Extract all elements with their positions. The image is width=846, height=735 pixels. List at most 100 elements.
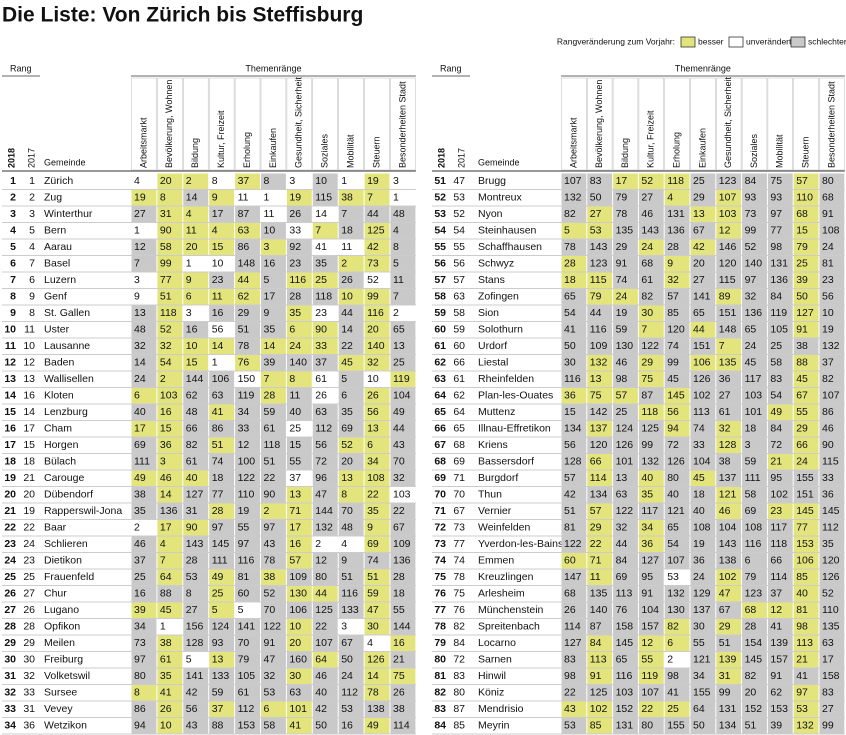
rank-cell [587, 602, 613, 618]
rank-cell [235, 256, 260, 272]
rank-2017: 21 [23, 472, 35, 484]
rank-cell [742, 190, 767, 206]
rank-value: 120 [667, 324, 685, 336]
rank-value: 1 [393, 192, 399, 204]
rank-2017: 77 [453, 538, 465, 550]
municipality: Illnau-Effretikon [478, 423, 551, 435]
rank-value: 35 [289, 307, 301, 319]
rank-cell [561, 553, 587, 569]
rank-value: 107 [564, 175, 582, 187]
rank-cell [742, 223, 767, 239]
rank-cell [664, 586, 690, 602]
rank-value: 85 [667, 307, 679, 319]
rank-value: 3 [186, 307, 192, 319]
rank-value: 22 [341, 340, 353, 352]
rank-value: 33 [289, 225, 301, 237]
rank-cell [793, 569, 819, 585]
rank-value: 90 [186, 522, 198, 534]
municipality: Vernier [478, 505, 512, 517]
rank-cell [338, 305, 364, 321]
rank-2018: 64 [434, 390, 446, 402]
rank-cell [364, 173, 390, 189]
rank-cell [819, 569, 845, 585]
rank-cell [261, 652, 286, 668]
rank-value: 22 [641, 703, 653, 715]
rank-value: 81 [564, 522, 576, 534]
rank-cell [561, 190, 587, 206]
rank-cell [690, 239, 716, 255]
rank-cell [561, 536, 587, 552]
rank-cell [742, 668, 767, 684]
rank-cell [390, 635, 416, 651]
rank-value: 155 [693, 687, 711, 699]
rank-value: 146 [719, 241, 737, 253]
rank-cell [716, 487, 742, 503]
rank-value: 52 [367, 274, 379, 286]
rank-value: 43 [564, 703, 576, 715]
rank-value: 26 [341, 274, 353, 286]
rank-value: 56 [315, 439, 327, 451]
rank-cell [793, 437, 819, 453]
rank-value: 47 [264, 654, 276, 666]
municipality: Frauenfeld [44, 571, 94, 583]
rank-value: 26 [367, 390, 379, 402]
rank-cell [261, 437, 286, 453]
rank-value: 77 [796, 522, 808, 534]
rank-cell [767, 239, 793, 255]
rank-2018: 23 [4, 538, 16, 550]
rank-cell [638, 668, 664, 684]
rank-value: 127 [564, 637, 582, 649]
municipality: Sursee [44, 687, 77, 699]
rank-cell [742, 371, 767, 387]
rank-value: 26 [393, 687, 405, 699]
rank-value: 41 [564, 324, 576, 336]
rank-value: 51 [745, 720, 757, 732]
rank-cell [793, 305, 819, 321]
rank-cell [286, 685, 312, 701]
rank-value: 25 [667, 703, 679, 715]
rank-cell [690, 421, 716, 437]
rank-value: 128 [564, 456, 582, 468]
rank-cell [587, 652, 613, 668]
rank-cell [793, 701, 819, 717]
rank-value: 33 [238, 423, 250, 435]
rank-2018: 2 [10, 192, 16, 204]
rank-value: 49 [134, 472, 146, 484]
rank-cell [819, 305, 845, 321]
rank-value: 55 [796, 406, 808, 418]
rank-cell [312, 272, 338, 288]
rank-cell [390, 338, 416, 354]
rank-cell [664, 619, 690, 635]
rank-cell [312, 553, 338, 569]
rank-value: 8 [341, 489, 347, 501]
rank-2018: 63 [434, 373, 446, 385]
rank-cell [613, 190, 638, 206]
rank-cell [613, 355, 638, 371]
rank-value: 93 [212, 637, 224, 649]
rank-cell [613, 668, 638, 684]
rank-value: 31 [186, 505, 198, 517]
rank-cell [131, 602, 157, 618]
rank-2017: 67 [453, 505, 465, 517]
rank-value: 14 [315, 208, 327, 220]
rank-value: 68 [564, 588, 576, 600]
column-header: Einkaufen [697, 128, 707, 168]
municipality: Basel [44, 258, 70, 270]
rank-2017: 32 [23, 670, 35, 682]
rank-value: 34 [641, 522, 653, 534]
rank-cell [561, 520, 587, 536]
rank-cell [819, 338, 845, 354]
rank-value: 38 [393, 703, 405, 715]
rank-value: 83 [564, 654, 576, 666]
column-header: Mobilität [346, 134, 356, 168]
rank-cell [261, 619, 286, 635]
rank-cell [587, 470, 613, 486]
rank-value: 28 [564, 258, 576, 270]
rank-cell [261, 586, 286, 602]
rank-cell [209, 685, 235, 701]
rank-cell [638, 421, 664, 437]
rank-2018: 22 [4, 522, 16, 534]
rank-cell [286, 619, 312, 635]
rank-cell [209, 256, 235, 272]
municipality: Weinfelden [478, 522, 531, 534]
